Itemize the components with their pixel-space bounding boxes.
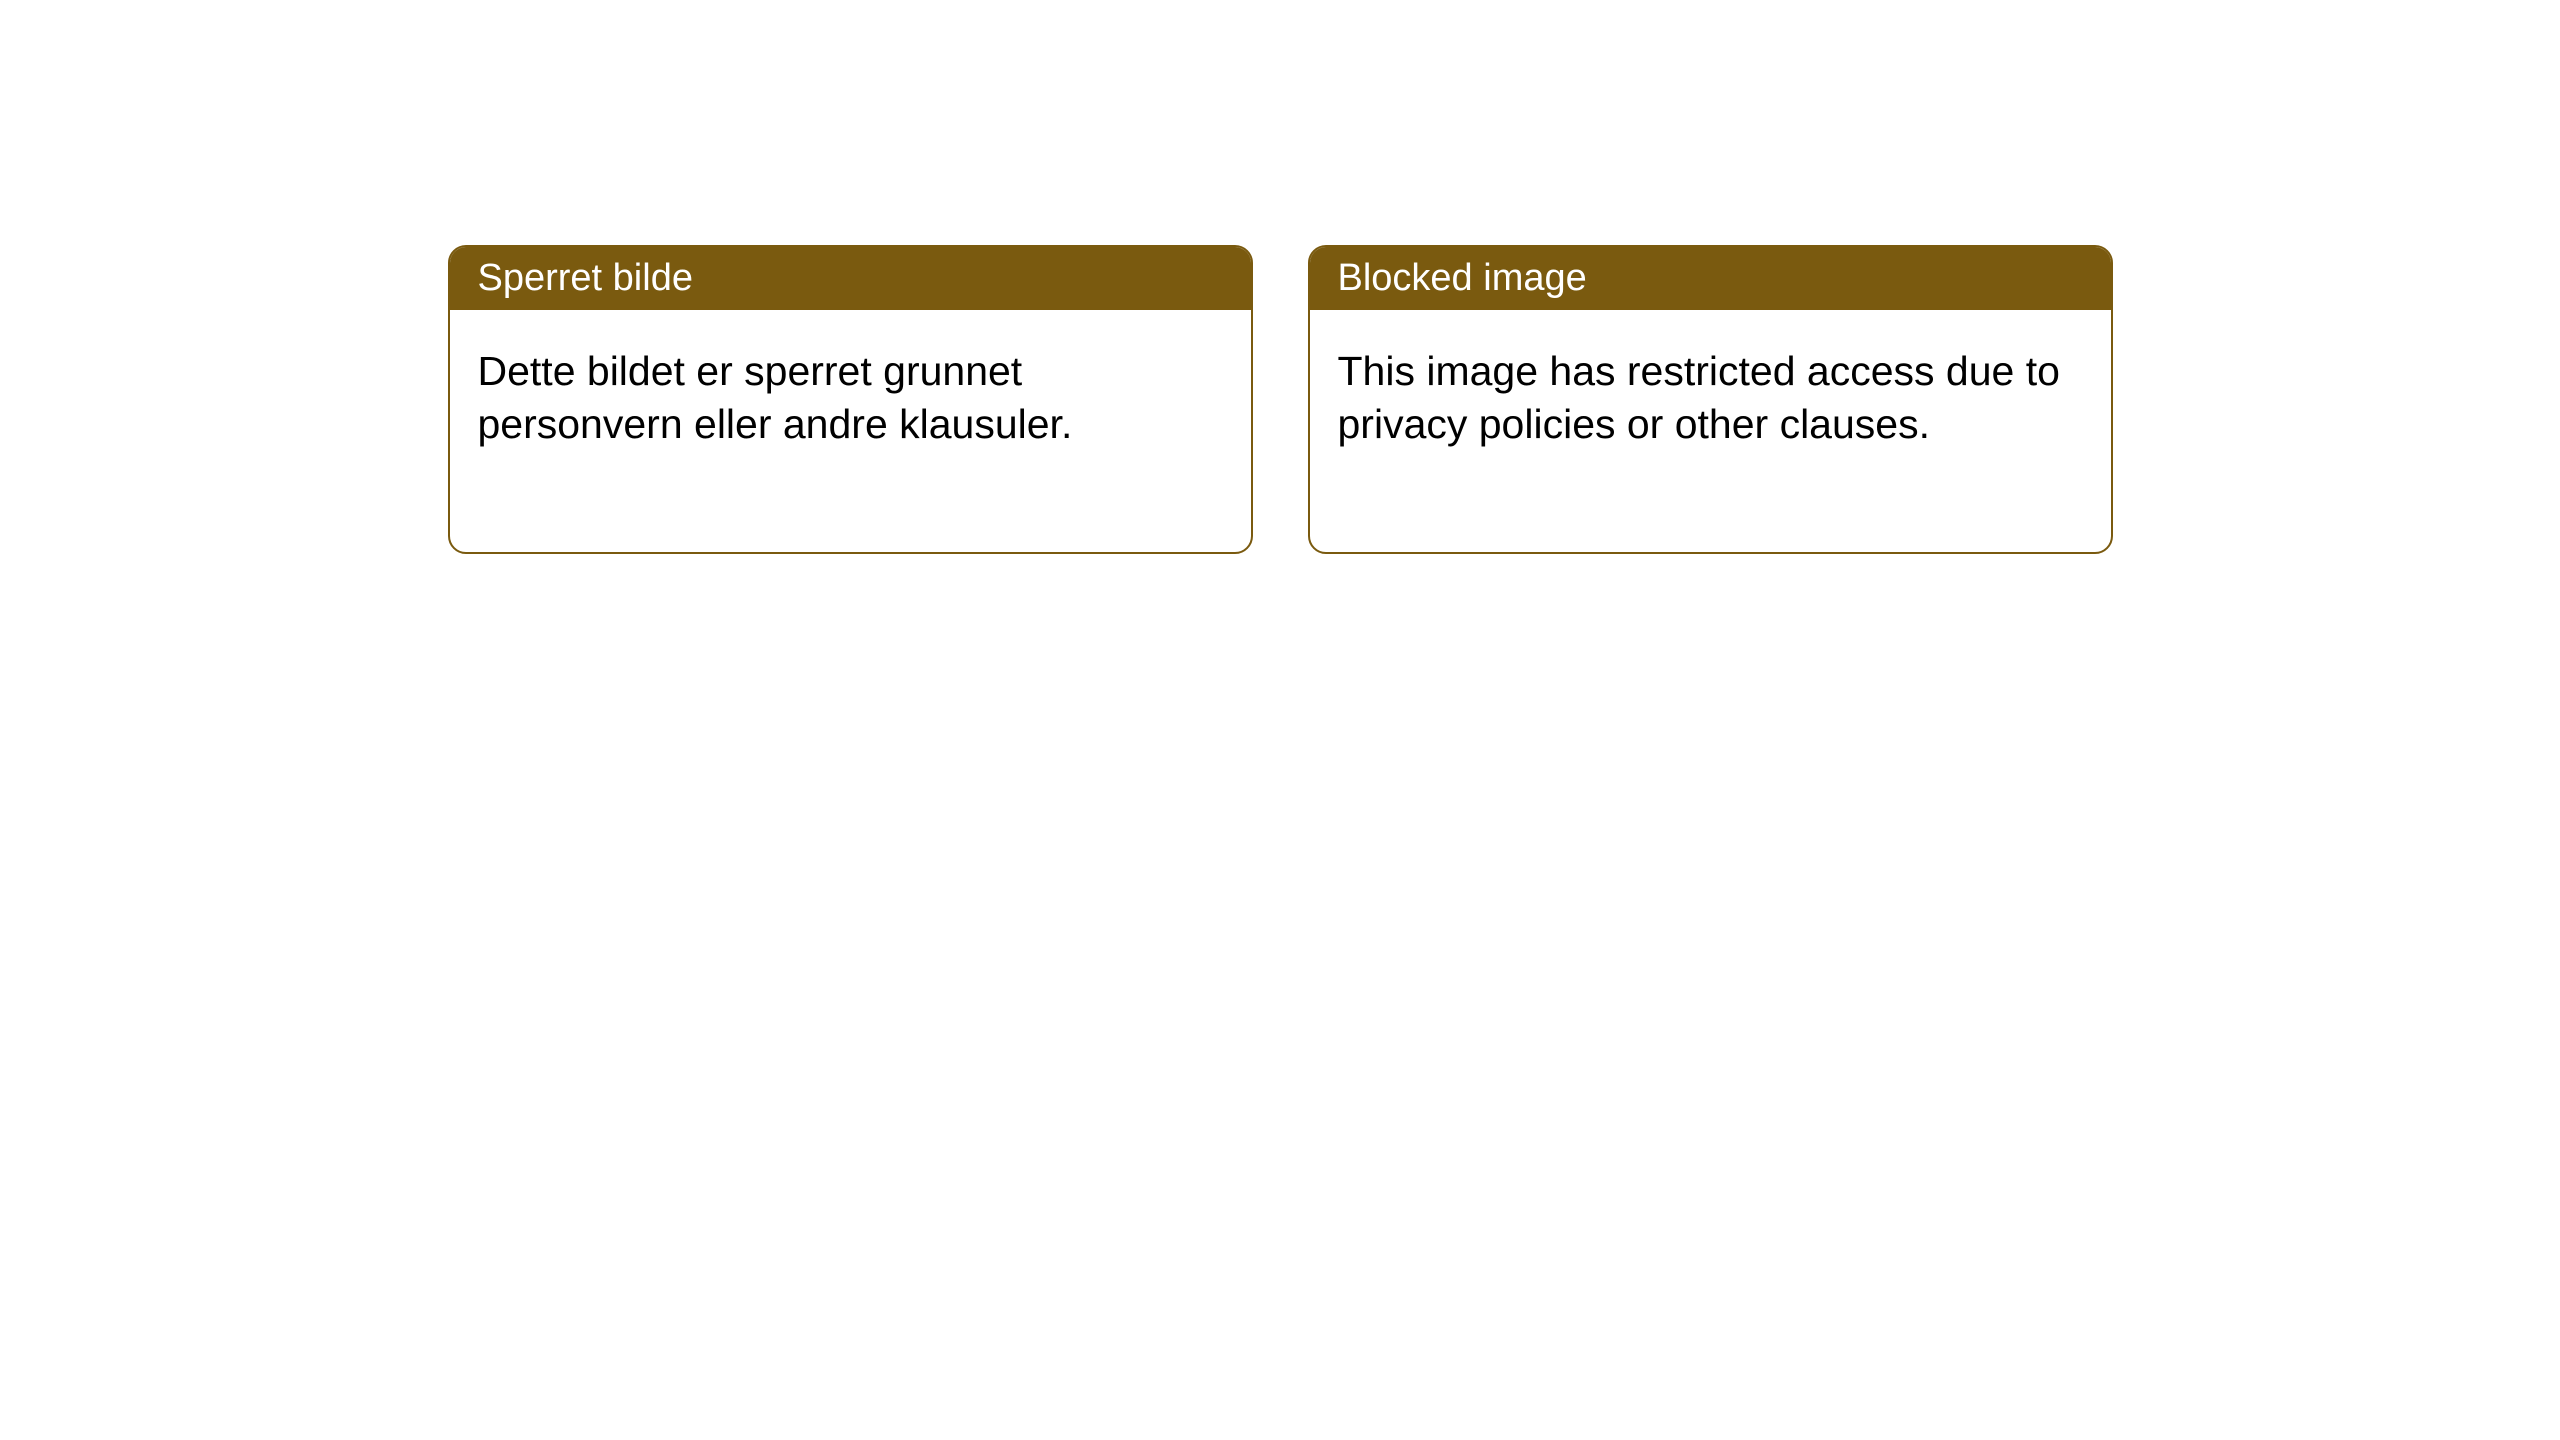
notice-title: Blocked image	[1338, 257, 1587, 299]
notice-card-body: Dette bildet er sperret grunnet personve…	[450, 310, 1251, 552]
notice-body-text: Dette bildet er sperret grunnet personve…	[478, 348, 1073, 447]
notice-card-norwegian: Sperret bilde Dette bildet er sperret gr…	[448, 245, 1253, 554]
notice-card-header: Sperret bilde	[450, 247, 1251, 310]
notice-body-text: This image has restricted access due to …	[1338, 348, 2060, 447]
notice-card-header: Blocked image	[1310, 247, 2111, 310]
notice-card-english: Blocked image This image has restricted …	[1308, 245, 2113, 554]
notice-title: Sperret bilde	[478, 257, 693, 299]
notice-card-body: This image has restricted access due to …	[1310, 310, 2111, 552]
notice-cards-container: Sperret bilde Dette bildet er sperret gr…	[448, 245, 2113, 554]
